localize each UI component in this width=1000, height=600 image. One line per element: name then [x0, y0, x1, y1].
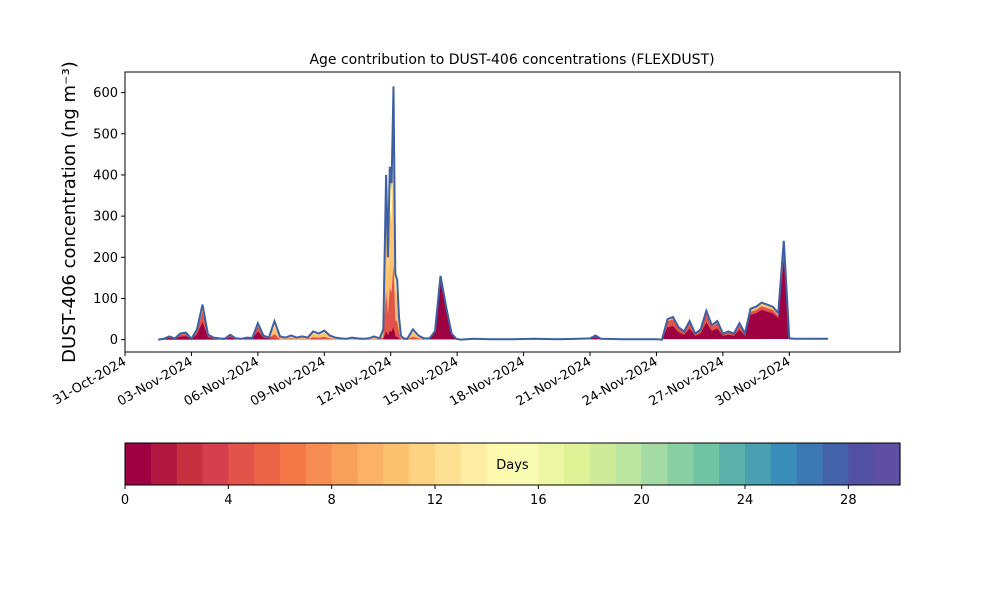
colorbar-bin [590, 443, 617, 485]
colorbar-bin [564, 443, 591, 485]
colorbar-bin [486, 443, 514, 485]
colorbar-bin [667, 443, 694, 485]
y-tick-label: 200 [93, 251, 118, 266]
colorbar-bin [796, 443, 824, 485]
colorbar-bin [615, 443, 643, 485]
colorbar-bin [254, 443, 281, 485]
age-band-area [158, 260, 828, 340]
y-axis-label: DUST-406 concentration (ng m⁻³) [59, 61, 80, 363]
colorbar-bin [176, 443, 204, 485]
age-band-area [158, 149, 828, 340]
colorbar-frame [124, 442, 901, 486]
colorbar-bin [383, 443, 410, 485]
plot-area [158, 86, 828, 341]
colorbar-tick-label: 20 [633, 493, 650, 508]
y-tick-label: 300 [93, 210, 118, 225]
colorbar-tick-label: 12 [427, 493, 444, 508]
y-tick-label: 100 [93, 292, 118, 307]
colorbar-bin [228, 443, 255, 485]
colorbar-bin [409, 443, 436, 485]
colorbar-tick-label: 28 [840, 493, 857, 508]
colorbar-tick-label: 8 [328, 493, 336, 508]
colorbar-tick-label: 16 [530, 493, 547, 508]
age-band-area [158, 86, 828, 340]
colorbar-tick-label: 4 [224, 493, 232, 508]
colorbar-bin [770, 443, 798, 485]
x-tick-label: 30-Nov-2024 [713, 354, 793, 409]
colorbar-bin [202, 443, 229, 485]
colorbar-bin [460, 443, 488, 485]
age-band-area [158, 99, 828, 340]
y-tick-label: 400 [93, 168, 118, 183]
colorbar-bin [874, 443, 901, 485]
colorbar-bin [641, 443, 669, 485]
y-axis: 0 100 200 300 400 500 600 [93, 86, 125, 348]
colorbar-bin [538, 443, 565, 485]
colorbar-bin [719, 443, 746, 485]
colorbar: Days 0 4 8 12 16 20 24 28 [121, 442, 901, 508]
colorbar-bin [331, 443, 359, 485]
colorbar-bin [435, 443, 462, 485]
y-tick-label: 600 [93, 86, 118, 101]
colorbar-bin [512, 443, 539, 485]
colorbar-bin [848, 443, 875, 485]
colorbar-bin [822, 443, 849, 485]
y-tick-label: 500 [93, 127, 118, 142]
colorbar-bin [280, 443, 307, 485]
colorbar-label: Days [496, 458, 529, 473]
x-axis: 31-Oct-202403-Nov-202406-Nov-202409-Nov-… [51, 352, 793, 409]
colorbar-bin [357, 443, 384, 485]
colorbar-bin [305, 443, 333, 485]
chart-title: Age contribution to DUST-406 concentrati… [309, 52, 714, 68]
colorbar-bin [125, 443, 152, 485]
colorbar-tick-label: 24 [737, 493, 754, 508]
y-tick-label: 0 [110, 333, 118, 348]
colorbar-bin [693, 443, 720, 485]
plot-frame [124, 71, 901, 353]
colorbar-bin [150, 443, 178, 485]
total-concentration-line [158, 86, 828, 341]
colorbar-tick-label: 0 [121, 493, 129, 508]
colorbar-bin [745, 443, 772, 485]
